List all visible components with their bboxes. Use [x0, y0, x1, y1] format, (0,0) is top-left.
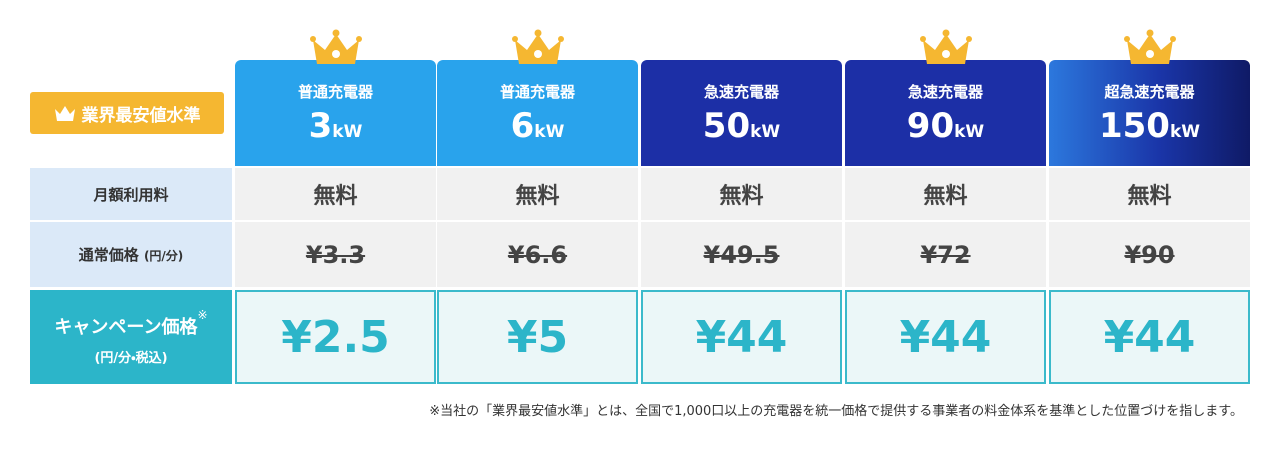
row-label-text: 通常価格: [78, 246, 139, 264]
cell-text: ¥49.5: [703, 240, 780, 269]
cell-text: ¥90: [1124, 240, 1175, 269]
cell-text: ¥44: [695, 311, 788, 363]
footnote: ※当社の「業界最安値水準」とは、全国で1,000口以上の充電器を統一価格で提供す…: [429, 404, 1243, 419]
campaign-price: ¥2.5: [235, 290, 436, 384]
crown-icon: [54, 106, 75, 121]
charger-type: 普通充電器: [499, 82, 575, 101]
power-unit: kW: [332, 121, 363, 142]
power-unit: kW: [954, 121, 985, 142]
power: 150kW: [1099, 106, 1200, 146]
cell-text: ¥6.6: [507, 240, 568, 269]
column-header: 急速充電器 90kW: [845, 60, 1046, 166]
power-value: 6: [510, 105, 535, 146]
row-label: キャンペーン価格※ (円/分・税込): [30, 290, 232, 384]
cell-text: 無料: [515, 184, 560, 209]
row-label: 通常価格 (円/分): [30, 222, 232, 287]
cell: 無料: [437, 168, 638, 220]
note-mark: ※: [197, 308, 208, 322]
row-label-line: 通常価格 (円/分): [79, 244, 184, 265]
badge: 業界最安値水準: [30, 92, 224, 134]
power: 50kW: [703, 106, 780, 146]
column-header: 普通充電器 3kW: [235, 60, 436, 166]
row-label-text: キャンペーン価格: [54, 317, 198, 338]
cell-text: ¥44: [1103, 311, 1196, 363]
cell: ¥49.5: [641, 222, 842, 287]
crown: [511, 29, 564, 64]
cell: 無料: [235, 168, 436, 220]
cell-text: 無料: [313, 184, 358, 209]
badge-text: 業界最安値水準: [81, 105, 201, 126]
crown: [309, 29, 362, 64]
cell-text: 無料: [923, 184, 968, 209]
campaign-price: ¥44: [641, 290, 842, 384]
charger-type: 急速充電器: [703, 82, 779, 101]
cell: ¥72: [845, 222, 1046, 287]
power-unit: kW: [1169, 121, 1201, 142]
column-header: 超急速充電器 150kW: [1049, 60, 1250, 166]
campaign-price: ¥44: [1049, 290, 1250, 384]
power: 6kW: [511, 106, 565, 146]
row-unit: (円/分): [143, 249, 184, 263]
power: 90kW: [907, 106, 984, 146]
cell: 無料: [845, 168, 1046, 220]
cell: 無料: [641, 168, 842, 220]
campaign-price: ¥44: [845, 290, 1046, 384]
charger-type: 急速充電器: [907, 82, 983, 101]
cell: ¥6.6: [437, 222, 638, 287]
power-value: 3: [308, 105, 333, 146]
row-unit: (円/分・税込): [94, 351, 168, 366]
campaign-price: ¥5: [437, 290, 638, 384]
cell-text: ¥44: [899, 311, 992, 363]
cell-text: 無料: [1127, 184, 1172, 209]
charger-type: 普通充電器: [297, 82, 373, 101]
row-label: 月額利用料: [30, 168, 232, 220]
row-label-line: 月額利用料: [93, 184, 168, 205]
row-label-text: 月額利用料: [93, 185, 169, 204]
cell-text: ¥2.5: [281, 311, 390, 363]
crown: [1123, 29, 1176, 64]
row-label-line: キャンペーン価格※: [54, 308, 207, 339]
column-header: 普通充電器 6kW: [437, 60, 638, 166]
cell: 無料: [1049, 168, 1250, 220]
cell-text: ¥72: [920, 240, 971, 269]
power-unit: kW: [534, 121, 565, 142]
charger-type: 超急速充電器: [1104, 82, 1195, 101]
power-value: 90: [906, 105, 955, 146]
crown: [919, 29, 972, 64]
cell-text: 無料: [719, 184, 764, 209]
power-value: 50: [702, 105, 751, 146]
power-unit: kW: [750, 121, 781, 142]
power: 3kW: [309, 106, 363, 146]
cell-text: ¥3.3: [305, 240, 366, 269]
cell: ¥3.3: [235, 222, 436, 287]
cell-text: ¥5: [506, 311, 569, 363]
cell: ¥90: [1049, 222, 1250, 287]
column-header: 急速充電器 50kW: [641, 60, 842, 166]
power-value: 150: [1098, 105, 1170, 146]
